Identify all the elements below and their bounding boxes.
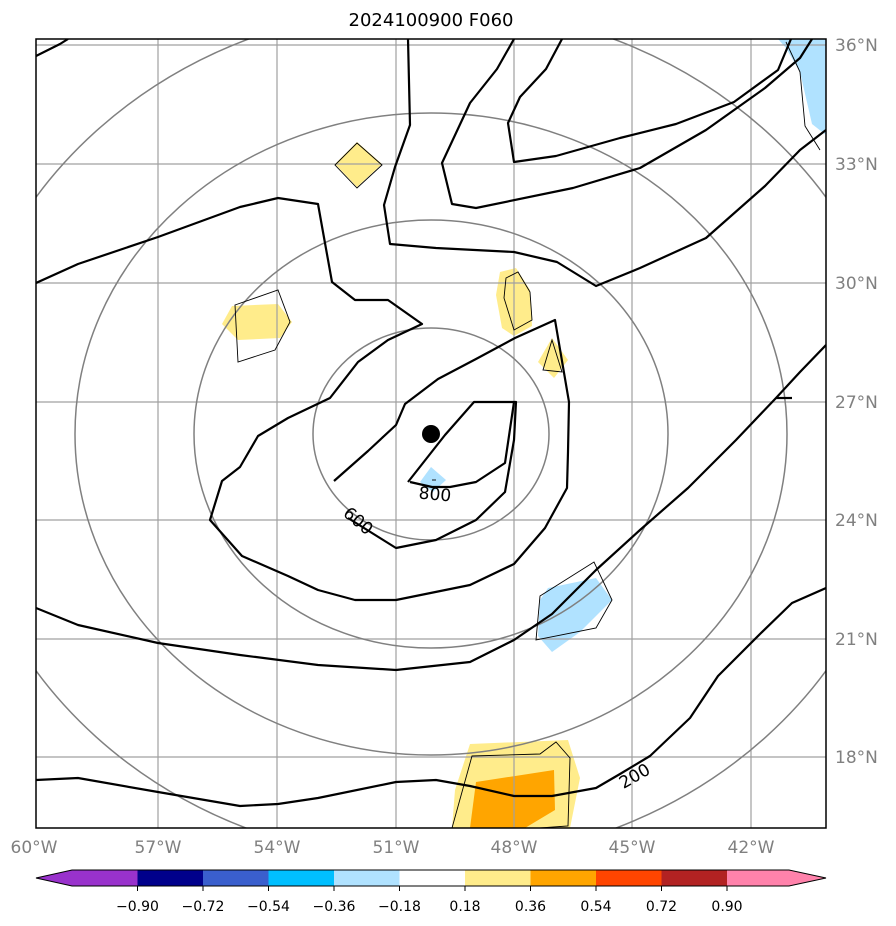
colorbar-segment — [727, 870, 789, 886]
colorbar-segment — [530, 870, 596, 886]
contour-label-800: 800 — [418, 484, 452, 507]
lon-label: 51°W — [373, 838, 420, 858]
lon-label: 42°W — [728, 838, 775, 858]
storm-center-marker — [422, 425, 440, 443]
shade-positive-w — [222, 304, 292, 340]
lat-label: 18°N — [835, 748, 878, 768]
colorbar-segment — [72, 870, 138, 886]
colorbar-outline — [35, 869, 827, 887]
colorbar-tick-label: 0.54 — [580, 899, 611, 915]
lat-label: 27°N — [835, 393, 878, 413]
latitude-labels: 36°N 33°N 30°N 27°N 24°N 21°N 18°N — [835, 36, 878, 768]
thin-contours — [234, 41, 821, 828]
lat-label: 36°N — [835, 36, 878, 56]
colorbar-segment — [334, 870, 400, 886]
colorbar-tick-label: 0.36 — [515, 899, 546, 915]
contour-label-600: 600 — [339, 503, 377, 539]
lon-label: 57°W — [135, 838, 182, 858]
map-frame — [35, 38, 827, 829]
graticule — [36, 39, 826, 828]
lat-label: 21°N — [835, 630, 878, 650]
colorbar-extend-low — [36, 870, 72, 886]
lon-label: 48°W — [491, 838, 538, 858]
lat-label: 30°N — [835, 274, 878, 294]
colorbar-segment — [596, 870, 662, 886]
colorbar: −0.90 −0.72 −0.54 −0.36 −0.18 0.18 0.36 … — [35, 869, 827, 915]
shade-negative-ne — [778, 39, 826, 135]
colorbar-segment — [661, 870, 727, 886]
colorbar-extend-high — [789, 870, 826, 886]
lat-label: 33°N — [835, 155, 878, 175]
colorbar-tick-label: −0.18 — [378, 899, 421, 915]
colorbar-tick-label: −0.72 — [182, 899, 225, 915]
lon-label: 54°W — [254, 838, 301, 858]
colorbar-tick-label: −0.36 — [313, 899, 356, 915]
map-title: 2024100900 F060 — [348, 10, 514, 31]
contour-label-200: 200 — [616, 760, 654, 794]
shade-negative-se — [538, 578, 612, 652]
colorbar-tick-label: 0.72 — [646, 899, 677, 915]
colorbar-segment — [465, 870, 531, 886]
height-contours — [36, 39, 826, 808]
colorbar-segment — [268, 870, 334, 886]
lon-label: 45°W — [609, 838, 656, 858]
colorbar-tick-label: −0.54 — [247, 899, 290, 915]
colorbar-segment — [399, 870, 465, 886]
colorbar-tick-label: 0.90 — [711, 899, 742, 915]
colorbar-tick-label: 0.18 — [449, 899, 480, 915]
lat-label: 24°N — [835, 511, 878, 531]
shade-positive-s-strong — [470, 770, 555, 828]
longitude-labels: 60°W 57°W 54°W 51°W 48°W 45°W 42°W — [11, 838, 775, 858]
colorbar-tick-label: −0.90 — [116, 899, 159, 915]
lon-label: 60°W — [11, 838, 58, 858]
colorbar-segment — [137, 870, 203, 886]
colorbar-segment — [203, 870, 269, 886]
